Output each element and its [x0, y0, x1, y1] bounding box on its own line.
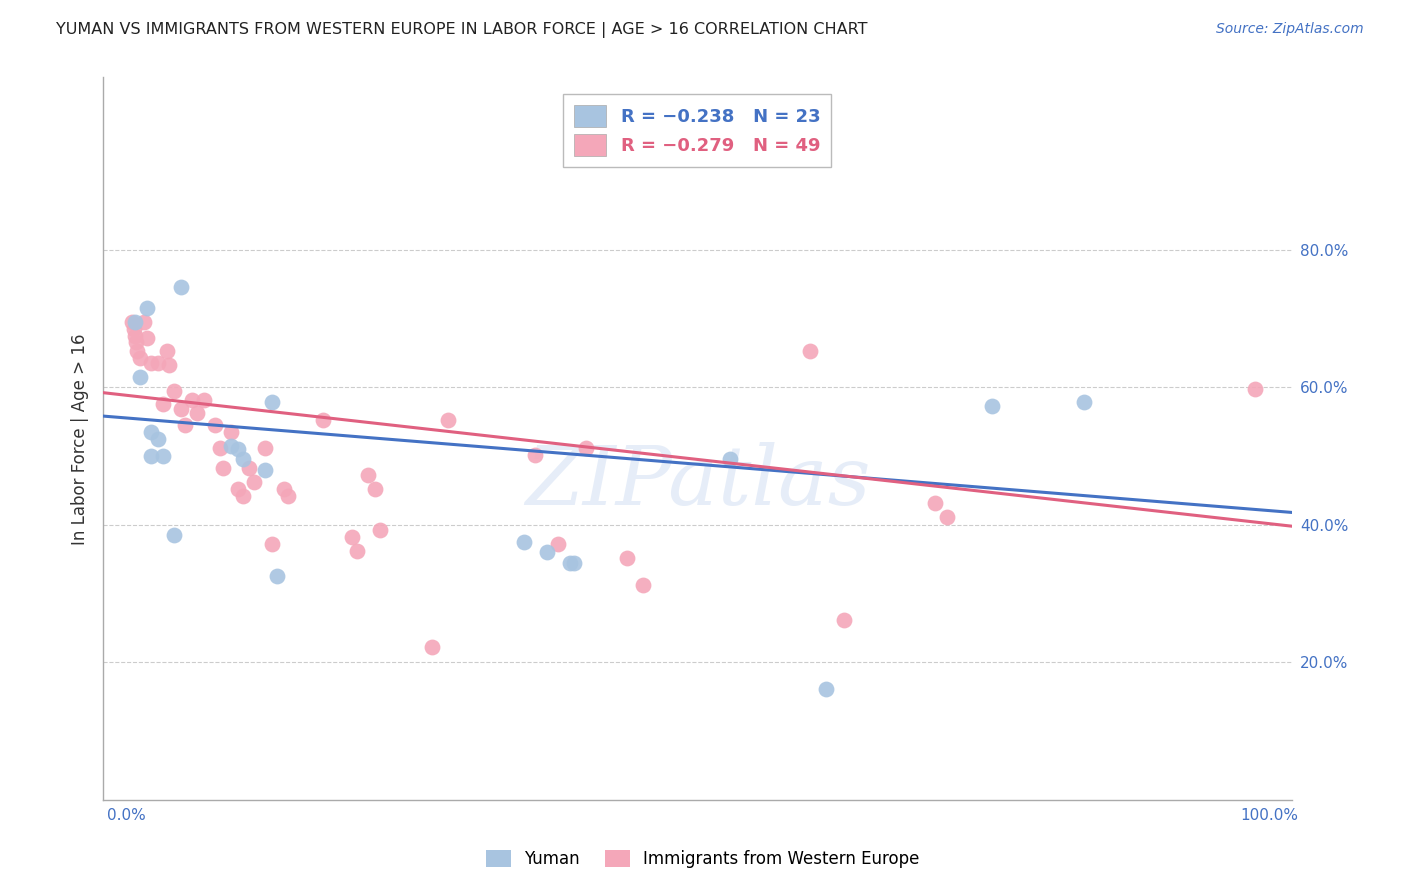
Point [146, 432, 169, 446]
Point [212, 461, 235, 475]
Point [208, 441, 231, 455]
Point [139, 449, 162, 463]
Point [174, 417, 197, 432]
Point [128, 369, 150, 384]
Point [152, 397, 174, 411]
Point [718, 452, 741, 467]
Point [238, 461, 260, 475]
Point [146, 356, 169, 370]
Point [346, 544, 368, 558]
Point [558, 556, 581, 570]
Point [226, 442, 249, 456]
Point [135, 330, 157, 344]
Point [125, 335, 148, 350]
Point [170, 280, 193, 294]
Point [832, 613, 855, 627]
Point [631, 578, 654, 592]
Point [163, 528, 186, 542]
Point [219, 425, 242, 439]
Point [1073, 395, 1095, 409]
Point [935, 509, 957, 524]
Point [139, 356, 162, 370]
Point [193, 392, 215, 407]
Text: YUMAN VS IMMIGRANTS FROM WESTERN EUROPE IN LABOR FORCE | AGE > 16 CORRELATION CH: YUMAN VS IMMIGRANTS FROM WESTERN EUROPE … [56, 22, 868, 38]
Point [437, 413, 460, 427]
Point [128, 351, 150, 366]
Point [616, 550, 638, 565]
Point [139, 425, 162, 439]
Point [186, 406, 208, 420]
Point [122, 321, 145, 335]
Point [243, 475, 266, 490]
Point [981, 400, 1004, 414]
Point [422, 640, 444, 655]
Y-axis label: In Labor Force | Age > 16: In Labor Force | Age > 16 [72, 333, 89, 544]
Point [124, 328, 146, 343]
Point [152, 449, 174, 463]
Point [135, 301, 157, 315]
Point [262, 395, 284, 409]
Point [266, 569, 288, 583]
Point [134, 315, 156, 329]
Point [368, 524, 391, 538]
Point [342, 530, 364, 544]
Point [1244, 382, 1267, 396]
Point [547, 537, 569, 551]
Point [562, 556, 585, 570]
Text: ZIPatlas: ZIPatlas [524, 442, 870, 522]
Point [124, 315, 146, 329]
Point [156, 344, 179, 359]
Point [513, 535, 536, 549]
Point [799, 344, 821, 359]
Point [574, 441, 596, 455]
Point [814, 681, 837, 696]
Point [204, 417, 226, 432]
Point [232, 452, 254, 467]
Text: Source: ZipAtlas.com: Source: ZipAtlas.com [1216, 22, 1364, 37]
Legend: R = −0.238   N = 23, R = −0.279   N = 49: R = −0.238 N = 23, R = −0.279 N = 49 [562, 94, 831, 167]
Point [924, 496, 946, 510]
Point [536, 545, 558, 559]
Legend: Yuman, Immigrants from Western Europe: Yuman, Immigrants from Western Europe [479, 843, 927, 875]
Point [127, 344, 149, 359]
Point [254, 463, 277, 477]
Point [163, 384, 186, 398]
Point [232, 489, 254, 503]
Point [254, 441, 277, 455]
Point [181, 392, 204, 407]
Point [159, 358, 181, 372]
Point [226, 482, 249, 496]
Point [524, 448, 547, 462]
Point [277, 489, 299, 503]
Point [364, 482, 387, 496]
Point [273, 482, 295, 496]
Point [170, 402, 193, 417]
Point [219, 439, 242, 453]
Point [357, 468, 380, 483]
Point [311, 413, 333, 427]
Point [121, 315, 143, 329]
Point [262, 537, 284, 551]
